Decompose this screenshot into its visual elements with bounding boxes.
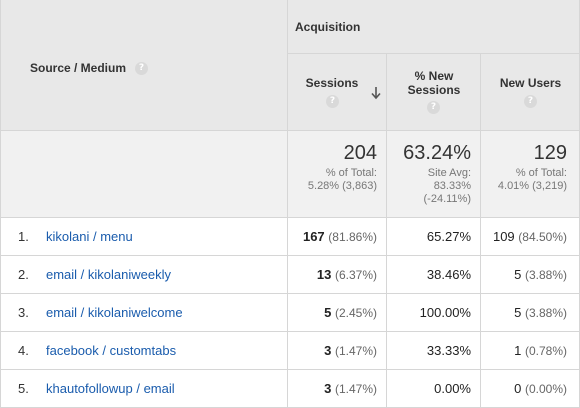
new-users-value: 5 xyxy=(514,267,522,282)
totals-new-sessions-average: 83.33% xyxy=(433,180,471,192)
help-icon[interactable]: ? xyxy=(524,95,537,108)
new-users-percent: (3.88%) xyxy=(524,306,567,320)
new-sessions-cell: 38.46% xyxy=(387,256,481,294)
source-medium-link[interactable]: kikolani / menu xyxy=(46,229,133,244)
totals-new-users-caption: % of Total: xyxy=(515,167,567,179)
totals-new-users-cell: 129 % of Total: 4.01% (3,219) xyxy=(481,131,580,218)
table-row: 1. kikolani / menu xyxy=(1,218,288,256)
source-medium-link[interactable]: email / kikolaniweekly xyxy=(46,267,171,282)
new-sessions-cell: 0.00% xyxy=(387,370,481,408)
sessions-value: 5 xyxy=(324,305,332,320)
sessions-percent: (1.47%) xyxy=(334,344,377,358)
new-sessions-cell: 33.33% xyxy=(387,332,481,370)
new-sessions-value: 38.46% xyxy=(426,267,471,282)
sessions-percent: (1.47%) xyxy=(334,382,377,396)
table-row: 3. email / kikolaniwelcome xyxy=(1,294,288,332)
help-icon[interactable]: ? xyxy=(326,95,339,108)
new-users-value: 109 xyxy=(492,229,515,244)
sessions-value: 13 xyxy=(316,267,332,282)
new-users-cell: 1 (0.78%) xyxy=(481,332,580,370)
sessions-value: 3 xyxy=(324,381,332,396)
sessions-value: 167 xyxy=(302,229,325,244)
acquisition-group-label: Acquisition xyxy=(295,20,361,34)
new-users-value: 5 xyxy=(514,305,522,320)
new-users-value: 0 xyxy=(514,381,522,396)
sessions-cell: 3 (1.47%) xyxy=(288,370,387,408)
totals-sessions-caption: % of Total: xyxy=(325,167,377,179)
totals-new-sessions-caption: Site Avg: xyxy=(427,167,471,179)
sessions-cell: 167 (81.86%) xyxy=(288,218,387,256)
sessions-cell: 5 (2.45%) xyxy=(288,294,387,332)
dimension-header[interactable]: Source / Medium ? xyxy=(1,0,288,131)
sessions-cell: 13 (6.37%) xyxy=(288,256,387,294)
new-sessions-value: 0.00% xyxy=(434,381,471,396)
new-users-percent: (0.00%) xyxy=(524,382,567,396)
table-row: 2. email / kikolaniweekly xyxy=(1,256,288,294)
sessions-cell: 3 (1.47%) xyxy=(288,332,387,370)
new-users-column-header[interactable]: New Users ? xyxy=(481,54,580,131)
new-users-cell: 5 (3.88%) xyxy=(481,294,580,332)
new-users-percent: (3.88%) xyxy=(524,268,567,282)
totals-new-users-detail: 4.01% (3,219) xyxy=(497,180,567,192)
sessions-value: 3 xyxy=(324,343,332,358)
totals-sessions-value: 204 xyxy=(343,142,377,164)
totals-new-users-value: 129 xyxy=(533,142,567,164)
new-sessions-value: 65.27% xyxy=(426,229,471,244)
new-users-header-label: New Users xyxy=(499,76,562,90)
acquisition-group-header: Acquisition xyxy=(288,0,580,54)
new-sessions-cell: 65.27% xyxy=(387,218,481,256)
help-icon[interactable]: ? xyxy=(135,61,149,75)
row-index: 1. xyxy=(18,229,29,244)
source-medium-link[interactable]: email / kikolaniwelcome xyxy=(46,305,183,320)
row-index: 3. xyxy=(18,305,29,320)
sessions-percent: (81.86%) xyxy=(328,230,377,244)
new-users-cell: 0 (0.00%) xyxy=(481,370,580,408)
totals-sessions-cell: 204 % of Total: 5.28% (3,863) xyxy=(288,131,387,218)
new-sessions-header-label-line2: Sessions xyxy=(407,83,461,97)
table-row: 5. khautofollowup / email xyxy=(1,370,288,408)
new-users-cell: 109 (84.50%) xyxy=(481,218,580,256)
totals-dimension-cell xyxy=(1,131,288,218)
new-users-value: 1 xyxy=(514,343,522,358)
table-row: 4. facebook / customtabs xyxy=(1,332,288,370)
sessions-column-header[interactable]: Sessions ? xyxy=(288,54,387,131)
totals-new-sessions-delta: (-24.11%) xyxy=(423,193,471,205)
source-medium-link[interactable]: facebook / customtabs xyxy=(46,343,177,358)
row-index: 2. xyxy=(18,267,29,282)
row-index: 4. xyxy=(18,343,29,358)
help-icon[interactable]: ? xyxy=(427,101,440,114)
new-sessions-value: 33.33% xyxy=(426,343,471,358)
new-sessions-column-header[interactable]: % New Sessions ? xyxy=(387,54,481,131)
totals-sessions-detail: 5.28% (3,863) xyxy=(307,180,377,192)
sessions-percent: (2.45%) xyxy=(334,306,377,320)
source-medium-link[interactable]: khautofollowup / email xyxy=(46,381,175,396)
new-users-cell: 5 (3.88%) xyxy=(481,256,580,294)
sessions-percent: (6.37%) xyxy=(334,268,377,282)
row-index: 5. xyxy=(18,381,29,396)
new-users-percent: (0.78%) xyxy=(524,344,567,358)
sessions-header-label: Sessions xyxy=(305,76,359,90)
totals-new-sessions-cell: 63.24% Site Avg: 83.33% (-24.11%) xyxy=(387,131,481,218)
totals-new-sessions-value: 63.24% xyxy=(403,142,471,164)
dimension-header-label: Source / Medium xyxy=(30,61,127,75)
new-sessions-cell: 100.00% xyxy=(387,294,481,332)
new-sessions-header-label-line1: % New xyxy=(414,69,454,83)
new-sessions-value: 100.00% xyxy=(419,305,471,320)
new-users-percent: (84.50%) xyxy=(518,230,567,244)
sort-descending-arrow-icon[interactable] xyxy=(370,86,382,100)
